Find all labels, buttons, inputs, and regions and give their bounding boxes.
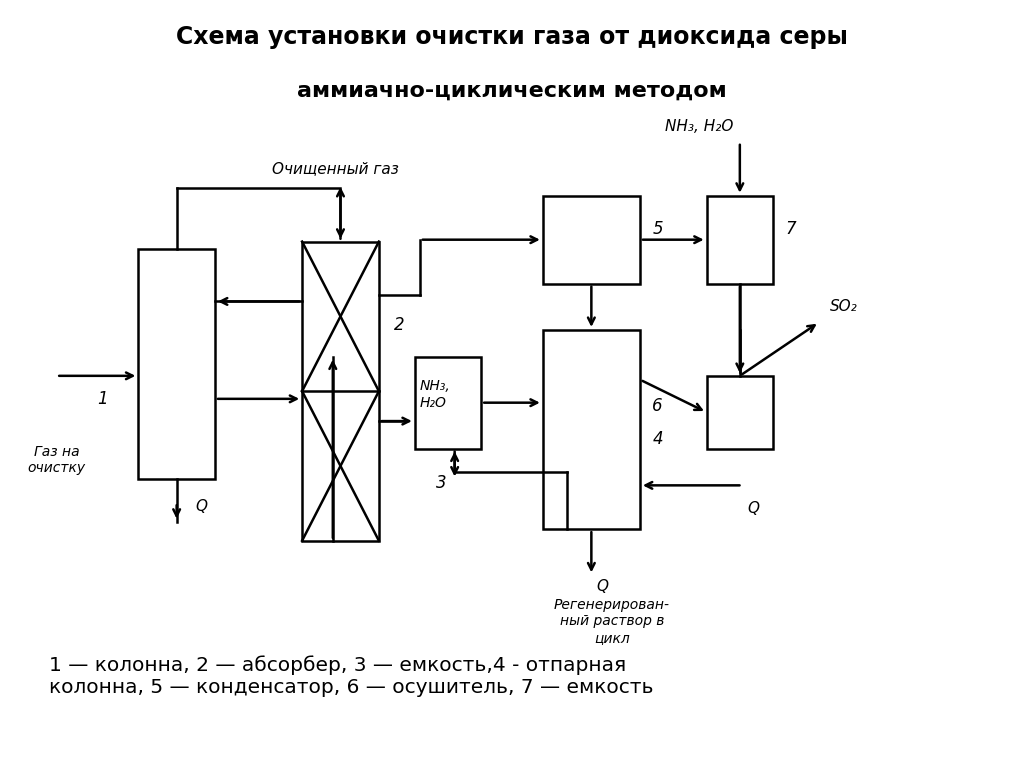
Text: SO₂: SO₂ (829, 299, 857, 314)
Text: NH₃,
H₂O: NH₃, H₂O (420, 380, 451, 410)
Bar (302, 242, 379, 541)
Text: 4: 4 (652, 430, 663, 449)
Bar (707, 376, 773, 449)
Text: 7: 7 (785, 220, 796, 238)
Text: Q: Q (195, 499, 207, 514)
Text: NH₃, H₂O: NH₃, H₂O (665, 119, 733, 134)
Bar (138, 249, 215, 479)
Bar (543, 196, 640, 284)
Text: Очищенный газ: Очищенный газ (272, 161, 398, 176)
Text: 5: 5 (652, 220, 663, 238)
Text: аммиачно-циклическим методом: аммиачно-циклическим методом (297, 81, 727, 100)
Text: Газ на
очистку: Газ на очистку (28, 445, 85, 475)
Bar (707, 196, 773, 284)
Text: Регенерирован-
ный раствор в
цикл: Регенерирован- ный раствор в цикл (554, 598, 670, 644)
Bar (415, 357, 481, 449)
Text: Q: Q (748, 501, 760, 515)
Text: 3: 3 (436, 474, 446, 492)
Text: 2: 2 (394, 316, 404, 334)
Bar (543, 330, 640, 529)
Text: 6: 6 (652, 397, 663, 415)
Text: Q: Q (596, 579, 608, 594)
Text: Схема установки очистки газа от диоксида серы: Схема установки очистки газа от диоксида… (176, 25, 848, 49)
Text: 1: 1 (97, 390, 108, 408)
Text: 1 — колонна, 2 — абсорбер, 3 — емкость,4 - отпарная
колонна, 5 — конденсатор, 6 : 1 — колонна, 2 — абсорбер, 3 — емкость,4… (49, 656, 653, 697)
